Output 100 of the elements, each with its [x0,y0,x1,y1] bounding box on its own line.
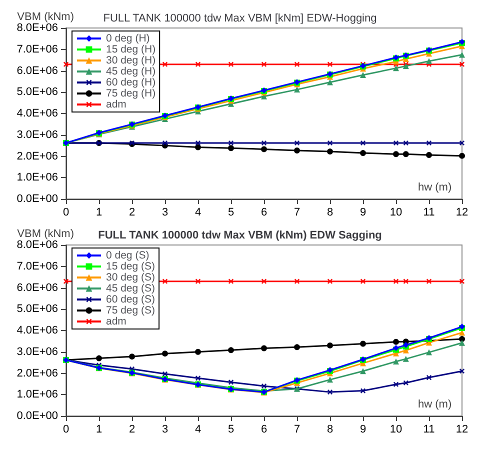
point [459,368,465,374]
x-tick-label: 10 [390,424,402,436]
y-tick-label: 1.0E+06 [16,172,58,184]
x-tick-label: 5 [228,424,234,436]
x-axis-title: hw (m) [418,398,452,410]
x-tick-label: 1 [96,206,102,218]
x-tick-label: 6 [260,206,268,218]
point [459,278,465,284]
x-tick-label: 0 [62,206,70,218]
x-tick-label: 3 [162,424,168,436]
point [228,278,234,284]
point [426,152,432,158]
y-tick-label: 5.0E+06 [16,303,58,316]
x-tick-label: 4 [194,424,202,436]
point [426,374,432,380]
point [426,58,432,64]
point [261,345,267,352]
legend-label: 15 deg (H) [106,44,156,56]
point [459,140,465,146]
y-axis-title: VBM (kNm) [17,228,74,240]
point [261,62,267,67]
legend-label: 60 deg (S) [106,294,156,306]
y-tick-label: 7.0E+06 [16,260,58,272]
y-tick-label: 2.0E+06 [16,150,58,162]
point [426,278,432,284]
point [294,147,300,154]
point [459,340,465,346]
point [402,63,409,70]
point [426,140,432,146]
x-tick-label: 1 [96,424,102,436]
point [294,86,300,93]
point [459,336,465,342]
y-tick-label: 2.0E+06 [16,367,58,380]
point [96,355,102,362]
x-tick-label: 6 [260,424,268,436]
point [129,354,135,360]
x-tick-label: 10 [390,206,402,218]
y-tick-label: 4.0E+06 [16,108,58,120]
x-tick-label: 2 [128,424,136,436]
point [261,140,267,146]
point [228,62,234,67]
x-tick-label: 12 [456,424,468,436]
point [261,384,267,389]
point [327,342,333,348]
point [162,278,168,284]
x-tick-label: 9 [360,206,366,218]
chart-title: FULL TANK 100000 tdw Max VBM [kNm] EDW-Hogging [103,12,377,24]
y-tick-label: 6.0E+06 [16,64,58,77]
point [403,278,408,284]
legend-label: 75 deg (H) [106,88,156,100]
legend-label: adm [106,316,127,328]
y-tick-label: 8.0E+06 [16,239,58,251]
y-tick-label: 1.0E+06 [16,388,58,401]
y-tick-label: 5.0E+06 [16,86,58,98]
point [393,140,399,146]
x-tick-label: 8 [326,206,334,218]
legend-label: 15 deg (S) [106,260,156,272]
x-tick-label: 12 [456,206,468,218]
point [459,62,465,67]
point [360,140,366,146]
y-tick-label: 6.0E+06 [16,282,58,294]
x-axis-title: hw (m) [418,182,452,194]
legend-label: 45 deg (H) [106,66,156,78]
legend-label: 30 deg (H) [106,54,156,66]
point [261,146,267,152]
point [360,368,366,374]
point [228,347,234,354]
y-tick-label: 3.0E+06 [16,346,58,358]
legend-label: 75 deg (S) [106,304,156,316]
point [195,376,201,381]
point [393,382,399,387]
point [360,388,366,394]
legend-label: 30 deg (S) [106,272,156,284]
y-tick-label: 0.0E+00 [16,193,58,205]
point [459,152,465,159]
x-tick-label: 8 [326,424,334,436]
point [360,278,366,284]
y-tick-label: 3.0E+06 [16,128,58,141]
point [393,278,399,284]
point [195,348,201,355]
x-tick-label: 5 [228,206,234,218]
point [360,340,366,347]
point [402,356,409,362]
point [360,150,366,156]
point [393,338,399,345]
point [261,278,267,284]
legend-label: 45 deg (S) [106,282,156,294]
x-tick-label: 7 [294,206,300,218]
x-tick-label: 4 [194,206,202,218]
x-tick-label: 9 [360,424,366,436]
point [294,62,300,67]
point [63,62,69,67]
point [402,151,409,158]
point [63,278,69,284]
point [195,62,201,67]
point [195,144,201,150]
point [162,140,168,146]
point [403,140,408,146]
point [294,278,300,284]
x-tick-label: 11 [423,424,435,436]
